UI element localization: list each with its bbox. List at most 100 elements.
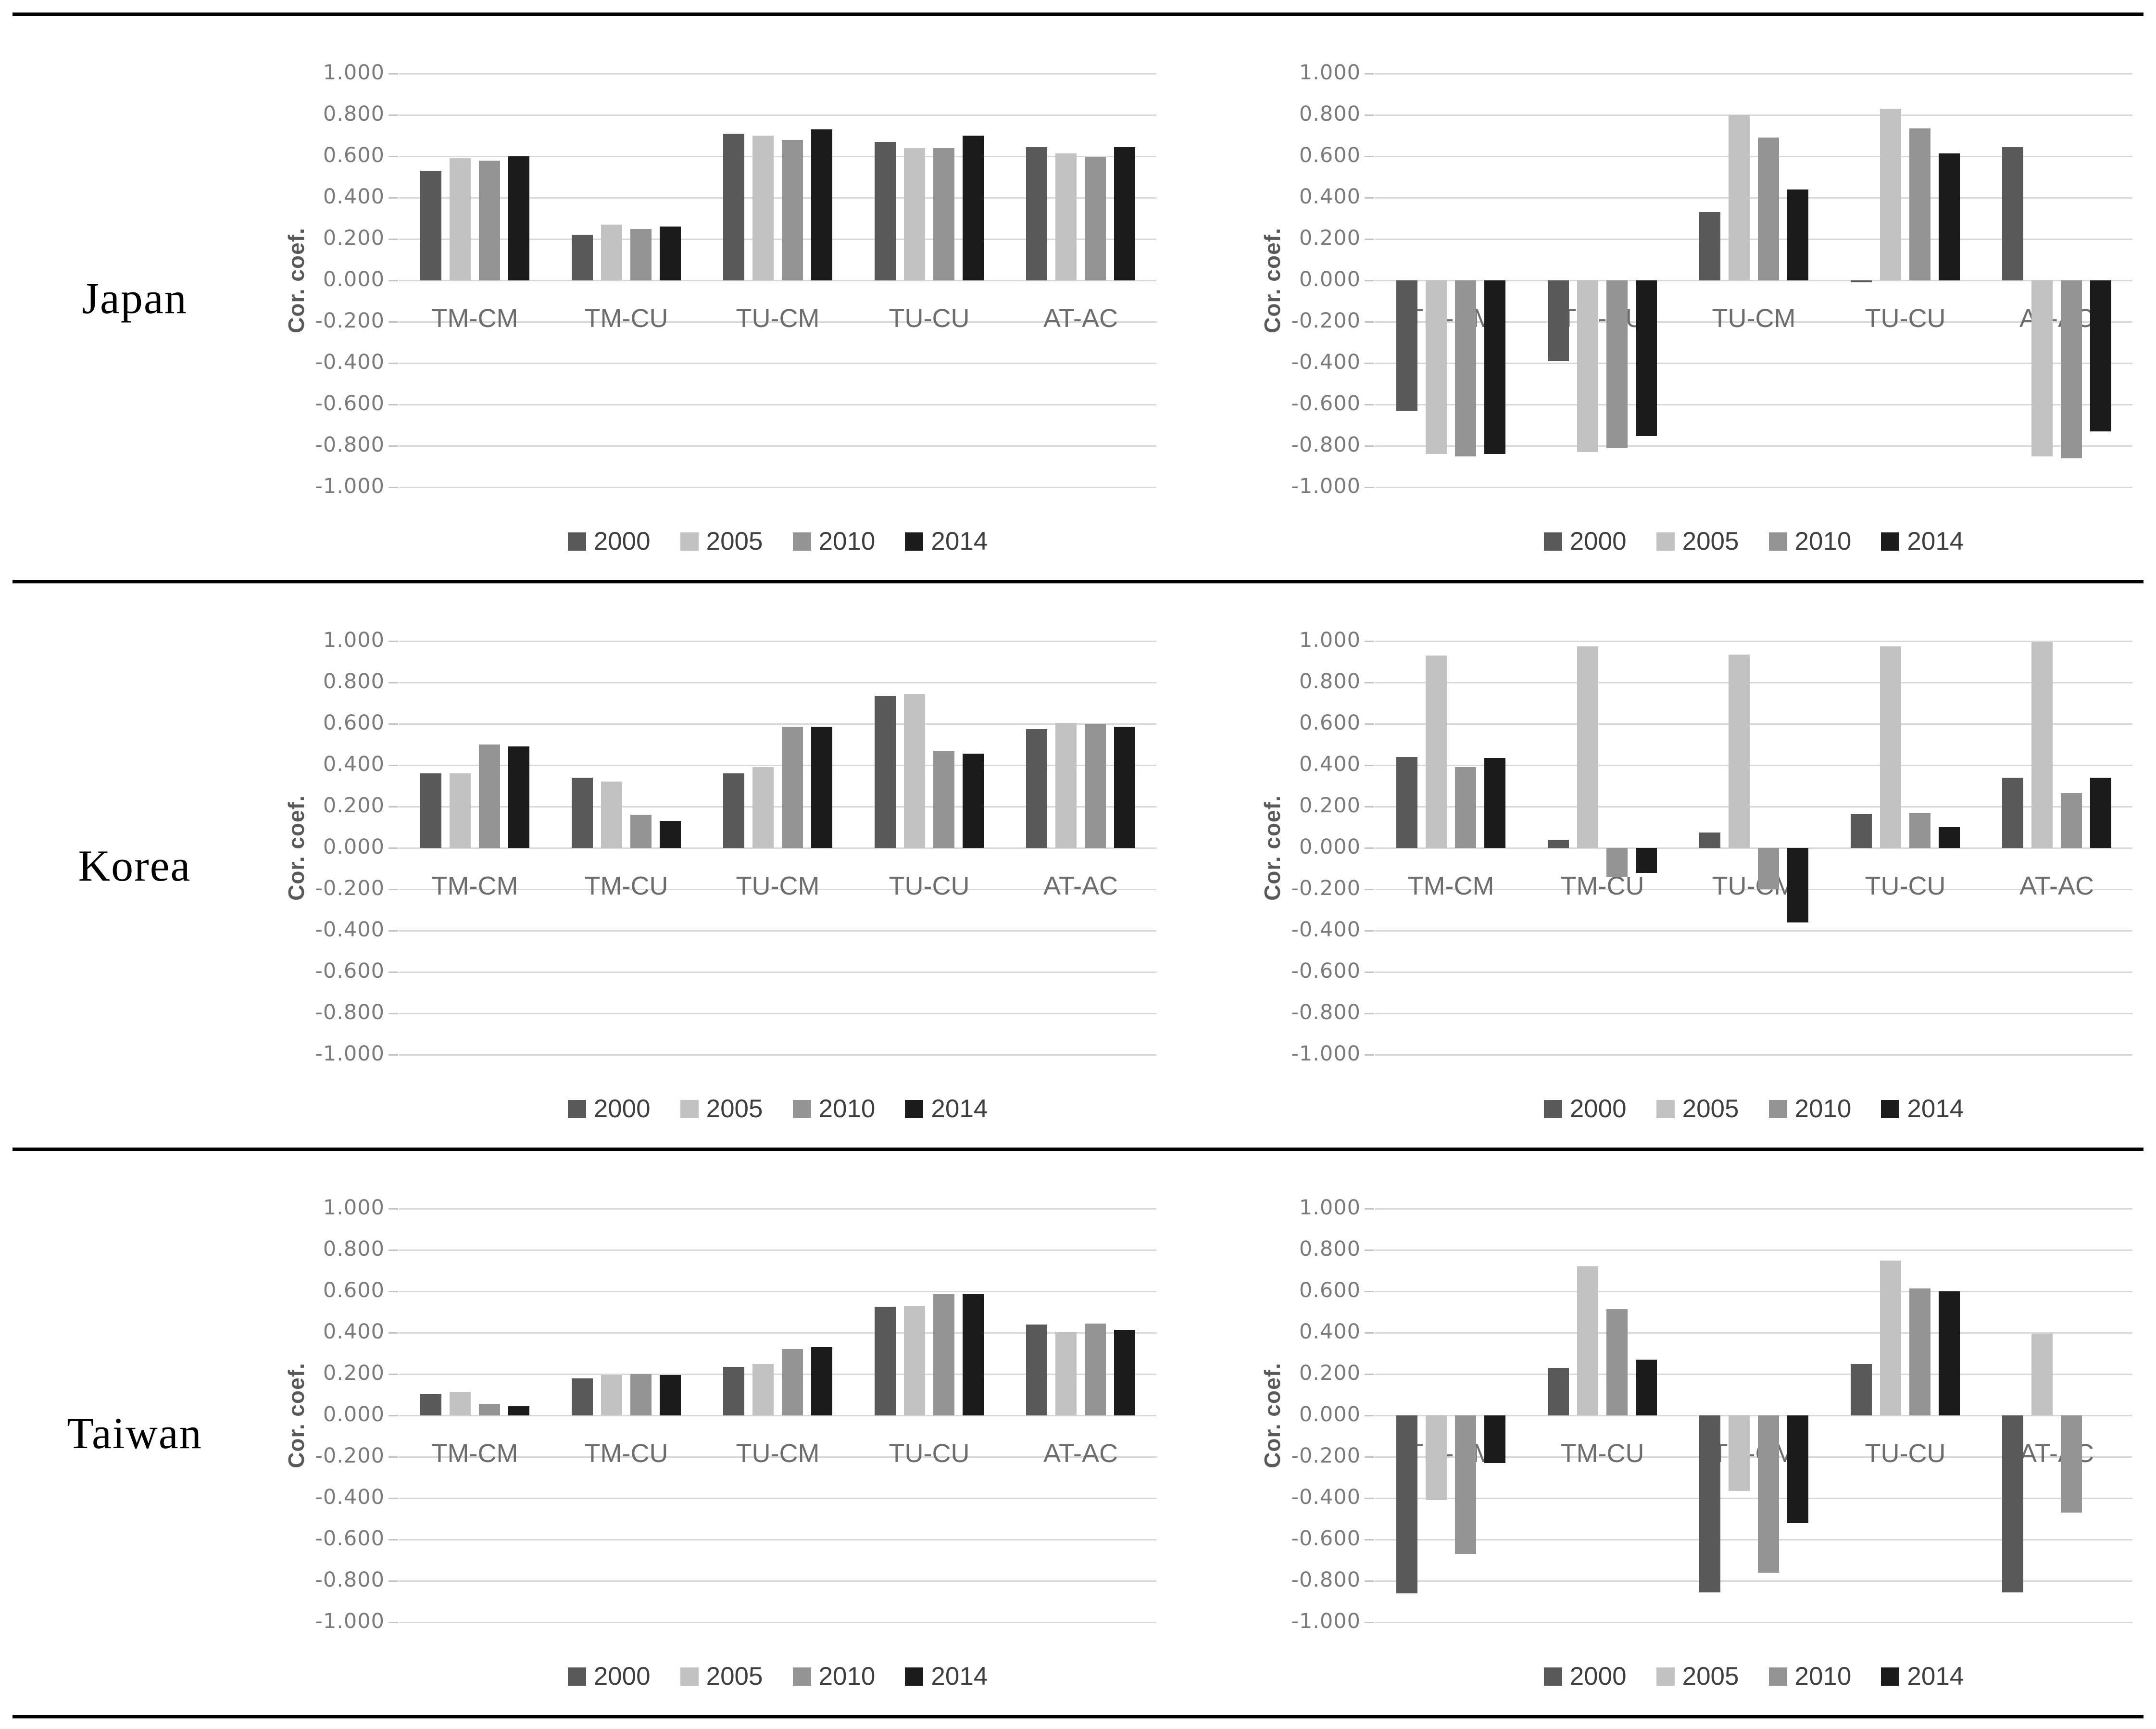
- axis-tick-mark: [1365, 888, 1374, 890]
- category-label: AT-AC: [1043, 1439, 1118, 1468]
- bar-2014: [1939, 153, 1960, 280]
- chart-japan-left: Cor. coef. 1.000 0.800 0.600 0.400 0.200 0.000…: [269, 16, 1173, 580]
- separator-line: [13, 1715, 2143, 1718]
- bar-2005: [1729, 1415, 1750, 1491]
- bar-2010: [2061, 280, 2082, 458]
- bar-2005: [1577, 1266, 1598, 1415]
- legend-item-2005: 2005: [680, 1662, 763, 1691]
- bar-2000: [1548, 280, 1569, 361]
- bar-2010: [1758, 848, 1779, 889]
- gridline: [1375, 1539, 2132, 1540]
- bar-2000: [1851, 814, 1872, 848]
- axis-tick-mark: [1365, 764, 1374, 766]
- bar-2005: [2031, 642, 2053, 848]
- bar-2000: [1699, 1415, 1720, 1592]
- legend-swatch-2014: [905, 1667, 924, 1686]
- category-label: TU-CU: [1865, 304, 1946, 333]
- bar-2014: [811, 727, 832, 848]
- bar-2014: [660, 227, 681, 280]
- legend: 2000 2005 2010 2014: [399, 1094, 1156, 1123]
- bar-2000: [2002, 777, 2023, 848]
- bar-2014: [963, 754, 984, 848]
- axis-tick-mark: [1365, 1497, 1374, 1499]
- y-tick-label: 0.000: [323, 835, 385, 859]
- legend-item-2000: 2000: [1543, 1662, 1627, 1691]
- gridline: [1375, 1012, 2132, 1014]
- bar-2005: [1055, 153, 1077, 280]
- y-tick-label: -0.800: [1291, 1000, 1361, 1024]
- legend-item-2010: 2010: [1768, 1662, 1851, 1691]
- axis-tick-mark: [389, 114, 398, 116]
- bar-2005: [2031, 280, 2053, 456]
- gridline: [1375, 73, 2132, 75]
- legend-item-2010: 2010: [792, 1662, 875, 1691]
- bar-2014: [1939, 827, 1960, 848]
- legend-swatch-2014: [905, 532, 924, 551]
- legend-item-2010: 2010: [1768, 527, 1851, 556]
- axis-tick-mark: [389, 1012, 398, 1014]
- axis-tick-mark: [1365, 682, 1374, 683]
- bar-2010: [1909, 1288, 1930, 1415]
- bar-2000: [572, 1378, 593, 1415]
- axis-tick-mark: [389, 930, 398, 932]
- bar-2000: [1396, 1415, 1417, 1593]
- bar-2014: [1114, 1329, 1135, 1415]
- separator-line: [13, 580, 2143, 583]
- gridline: [399, 1580, 1156, 1582]
- legend-label: 2000: [593, 1095, 651, 1123]
- axis-tick-mark: [1365, 1208, 1374, 1210]
- bar-2014: [508, 1406, 529, 1415]
- bar-2010: [1606, 1309, 1628, 1415]
- y-tick-label: 0.400: [323, 1320, 385, 1344]
- category-label: TU-CU: [1865, 871, 1946, 900]
- category-label: AT-AC: [2019, 871, 2094, 900]
- y-tick-label: 0.600: [1299, 711, 1361, 735]
- category-label: TM-CM: [431, 871, 518, 900]
- gridline: [399, 1539, 1156, 1540]
- y-tick-label: 0.800: [323, 102, 385, 126]
- axis-tick-mark: [389, 640, 398, 642]
- y-tick-label: 0.400: [1299, 1320, 1361, 1344]
- y-tick-label: -0.800: [1291, 1568, 1361, 1592]
- y-tick-label: 1.000: [323, 61, 385, 85]
- bar-2014: [1636, 1359, 1657, 1415]
- bar-2014: [1787, 189, 1808, 280]
- legend-label: 2005: [1682, 1662, 1739, 1691]
- y-tick-label: 0.600: [1299, 1278, 1361, 1302]
- legend-swatch-2005: [680, 1099, 699, 1118]
- bar-2005: [1426, 656, 1447, 848]
- axis-tick-mark: [389, 888, 398, 890]
- bar-2010: [1085, 724, 1106, 848]
- legend-label: 2010: [818, 527, 876, 555]
- axis-tick-mark: [389, 1208, 398, 1210]
- bar-2005: [450, 158, 471, 280]
- bar-2014: [1787, 1415, 1808, 1523]
- bar-2014: [508, 156, 529, 280]
- legend-swatch-2005: [680, 532, 699, 551]
- gridline: [399, 114, 1156, 116]
- bar-2010: [933, 148, 954, 280]
- gridline: [399, 73, 1156, 75]
- y-tick-label: -0.400: [1291, 918, 1361, 942]
- category-label: TM-CM: [431, 1439, 518, 1468]
- gridline: [1375, 362, 2132, 364]
- y-tick-label: 0.400: [323, 752, 385, 776]
- y-tick-label: -0.600: [315, 391, 385, 416]
- gridline: [399, 1332, 1156, 1334]
- gridline: [399, 764, 1156, 766]
- axis-tick-mark: [389, 321, 398, 323]
- bar-2005: [1880, 646, 1901, 848]
- bar-2005: [1055, 1331, 1077, 1415]
- y-tick-label: 1.000: [323, 1196, 385, 1220]
- bar-2010: [479, 160, 500, 280]
- y-tick-label: -0.800: [1291, 433, 1361, 457]
- axis-tick-mark: [389, 723, 398, 725]
- legend-item-2000: 2000: [567, 1094, 651, 1123]
- y-tick-label: -1.000: [315, 1609, 385, 1633]
- bar-2005: [2031, 1334, 2053, 1415]
- y-tick-label: -0.200: [1291, 309, 1361, 333]
- category-label: TU-CU: [889, 871, 970, 900]
- bar-2014: [1636, 848, 1657, 873]
- y-tick-label: 1.000: [323, 628, 385, 652]
- bar-2010: [1455, 280, 1476, 456]
